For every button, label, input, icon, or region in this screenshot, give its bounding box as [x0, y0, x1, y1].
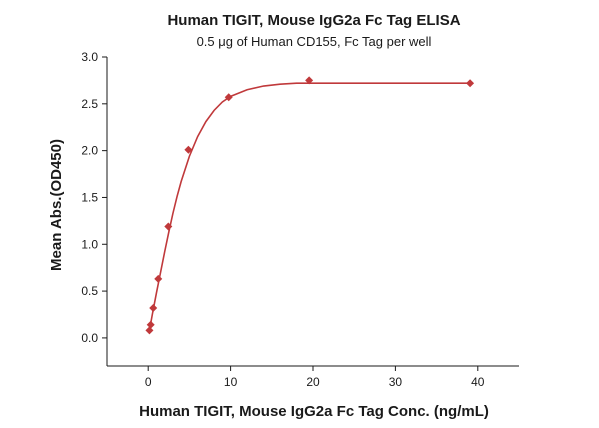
x-tick-label: 40: [471, 375, 485, 389]
data-point: [149, 303, 158, 312]
y-tick-label: 3.0: [81, 50, 98, 64]
y-tick-label: 0.0: [81, 331, 98, 345]
x-tick-label: 30: [389, 375, 403, 389]
x-tick-label: 20: [306, 375, 320, 389]
data-point: [184, 145, 193, 154]
chart-subtitle: 0.5 μg of Human CD155, Fc Tag per well: [197, 34, 432, 49]
data-point: [224, 93, 233, 102]
y-tick-label: 1.5: [81, 190, 98, 204]
y-tick-label: 2.0: [81, 144, 98, 158]
y-axis-label: Mean Abs.(OD450): [48, 139, 65, 271]
data-point: [466, 79, 475, 88]
y-axis-ticks: 0.0 0.5 1.0 1.5 2.0 2.5 3.0: [81, 50, 107, 345]
y-tick-label: 0.5: [81, 284, 98, 298]
data-point: [305, 76, 314, 85]
data-point: [145, 326, 154, 335]
chart-title: Human TIGIT, Mouse IgG2a Fc Tag ELISA: [167, 12, 460, 29]
data-point: [146, 320, 155, 329]
x-axis-label: Human TIGIT, Mouse IgG2a Fc Tag Conc. (n…: [139, 403, 489, 420]
data-points: [145, 76, 475, 335]
fit-curve: [148, 82, 471, 331]
y-tick-label: 1.0: [81, 237, 98, 251]
x-tick-label: 0: [145, 375, 152, 389]
x-axis-ticks: 0 10 20 30 40: [145, 366, 485, 389]
x-tick-label: 10: [224, 375, 238, 389]
chart-axes: [106, 57, 519, 367]
y-tick-label: 2.5: [81, 97, 98, 111]
data-point: [164, 222, 173, 231]
data-point: [154, 274, 163, 283]
